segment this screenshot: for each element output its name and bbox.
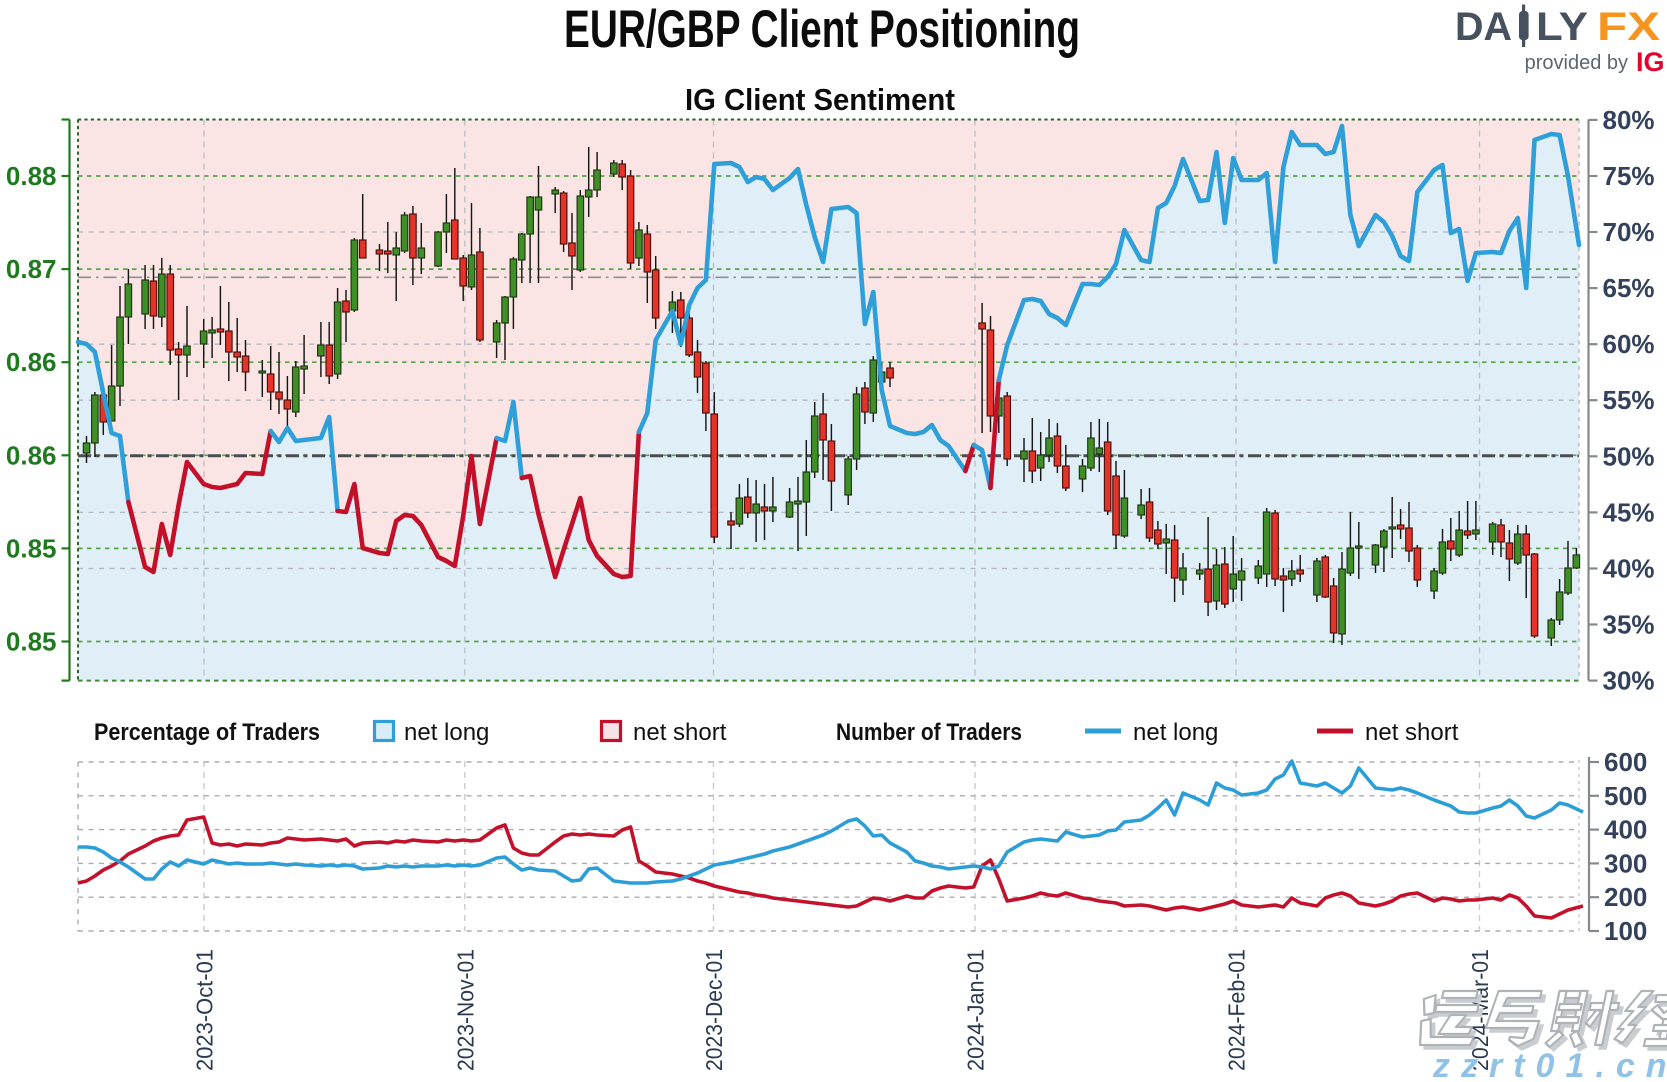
svg-text:0.87: 0.87 <box>6 254 57 284</box>
svg-text:net short: net short <box>1365 719 1459 746</box>
svg-text:LY: LY <box>1536 5 1588 49</box>
svg-text:EUR/GBP Client Positioning: EUR/GBP Client Positioning <box>564 0 1080 59</box>
svg-text:70%: 70% <box>1603 217 1655 247</box>
svg-text:0.85: 0.85 <box>6 533 57 563</box>
svg-text:net long: net long <box>1133 719 1218 746</box>
svg-text:net long: net long <box>404 719 489 746</box>
svg-text:2023-Dec-01: 2023-Dec-01 <box>701 949 727 1071</box>
svg-text:400: 400 <box>1604 815 1647 845</box>
svg-text:zzrt01.cn: zzrt01.cn <box>1432 1047 1667 1082</box>
svg-text:500: 500 <box>1604 781 1647 811</box>
svg-text:Number of Traders: Number of Traders <box>836 719 1022 746</box>
svg-text:50%: 50% <box>1603 441 1655 471</box>
svg-text:55%: 55% <box>1603 385 1655 415</box>
svg-text:2024-Feb-01: 2024-Feb-01 <box>1224 949 1250 1071</box>
svg-text:2023-Oct-01: 2023-Oct-01 <box>192 949 218 1071</box>
svg-text:IG: IG <box>1636 47 1665 77</box>
svg-text:0.85: 0.85 <box>6 627 57 657</box>
svg-text:2024-Jan-01: 2024-Jan-01 <box>963 949 989 1071</box>
svg-text:30%: 30% <box>1603 666 1655 696</box>
svg-text:FX: FX <box>1597 5 1660 49</box>
svg-text:provided by: provided by <box>1525 52 1628 74</box>
svg-text:65%: 65% <box>1603 273 1655 303</box>
svg-text:40%: 40% <box>1603 554 1655 584</box>
svg-text:2023-Nov-01: 2023-Nov-01 <box>452 949 478 1071</box>
svg-text:DA: DA <box>1455 5 1512 49</box>
svg-text:net short: net short <box>633 719 727 746</box>
svg-text:200: 200 <box>1604 882 1647 912</box>
svg-text:IG Client Sentiment: IG Client Sentiment <box>685 82 955 117</box>
svg-text:600: 600 <box>1604 747 1647 777</box>
svg-text:300: 300 <box>1604 848 1647 878</box>
svg-text:75%: 75% <box>1603 161 1655 191</box>
svg-text:0.86: 0.86 <box>6 347 57 377</box>
svg-text:35%: 35% <box>1603 610 1655 640</box>
svg-text:80%: 80% <box>1603 105 1655 135</box>
svg-text:100: 100 <box>1604 916 1647 946</box>
svg-text:0.86: 0.86 <box>6 440 57 470</box>
svg-text:Percentage of Traders: Percentage of Traders <box>94 719 320 746</box>
svg-text:45%: 45% <box>1603 497 1655 527</box>
svg-text:60%: 60% <box>1603 329 1655 359</box>
svg-text:0.88: 0.88 <box>6 161 57 191</box>
